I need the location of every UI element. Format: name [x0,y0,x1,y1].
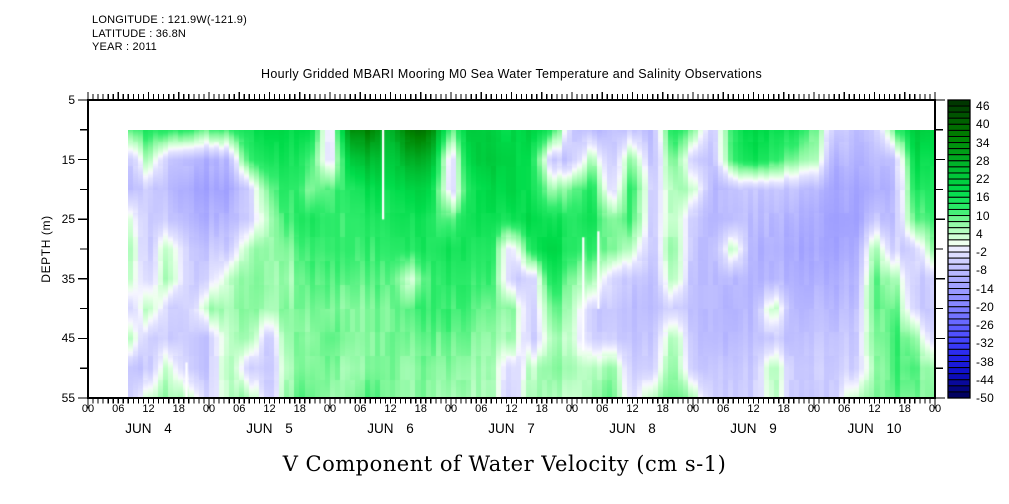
year-line: YEAR : 2011 [92,41,157,53]
longitude-line: LONGITUDE : 121.9W(-121.9) [92,14,247,26]
colorbar [947,99,971,399]
heatmap-canvas [128,129,936,398]
latitude-line: LATITUDE : 36.8N [92,27,187,40]
chart-title: Hourly Gridded MBARI Mooring M0 Sea Wate… [261,67,762,81]
plot-frame [87,99,936,399]
x-axis-title: V Component of Water Velocity (cm s-1) [282,452,727,476]
axis-ticks [78,92,945,409]
metadata-header: LONGITUDE : 121.9W(-121.9) LATITUDE : 36… [92,14,247,55]
